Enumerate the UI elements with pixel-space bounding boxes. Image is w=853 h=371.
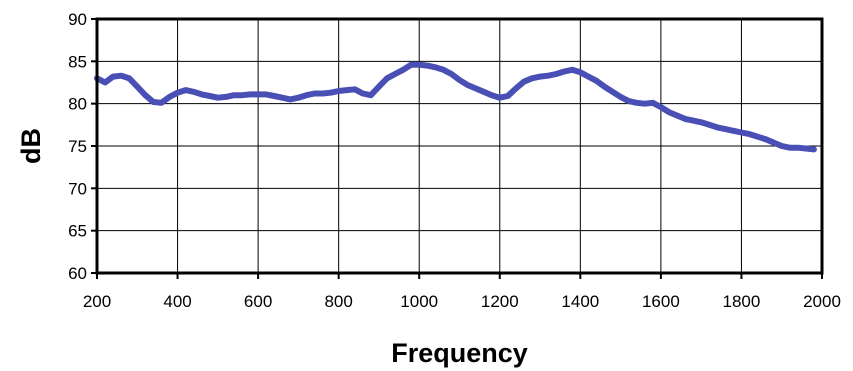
x-tick-label: 2000 — [803, 292, 841, 311]
x-tick-label: 1800 — [723, 292, 761, 311]
x-tick-label: 1000 — [400, 292, 438, 311]
x-tick-label: 1400 — [561, 292, 599, 311]
x-tick-label: 1200 — [481, 292, 519, 311]
x-tick-label: 200 — [83, 292, 111, 311]
series-group — [94, 61, 817, 153]
y-tick-label: 90 — [68, 10, 87, 29]
x-tick-label: 400 — [163, 292, 191, 311]
y-axis-ticks: 60 65 70 75 80 85 90 — [68, 10, 97, 283]
x-tick-label: 600 — [244, 292, 272, 311]
x-tick-label: 1600 — [642, 292, 680, 311]
x-tick-label: 800 — [324, 292, 352, 311]
x-axis-title: Frequency — [391, 338, 528, 368]
series-line — [94, 61, 817, 153]
y-tick-label: 75 — [68, 137, 87, 156]
gridlines — [96, 18, 823, 274]
y-tick-label: 60 — [68, 264, 87, 283]
x-axis-ticks: 200 400 600 800 1000 1200 1400 1600 1800 2000 — [83, 273, 841, 311]
y-tick-label: 65 — [68, 222, 87, 241]
y-axis-title: dB — [16, 128, 46, 164]
y-tick-label: 80 — [68, 95, 87, 114]
y-tick-label: 85 — [68, 52, 87, 71]
y-tick-label: 70 — [68, 179, 87, 198]
